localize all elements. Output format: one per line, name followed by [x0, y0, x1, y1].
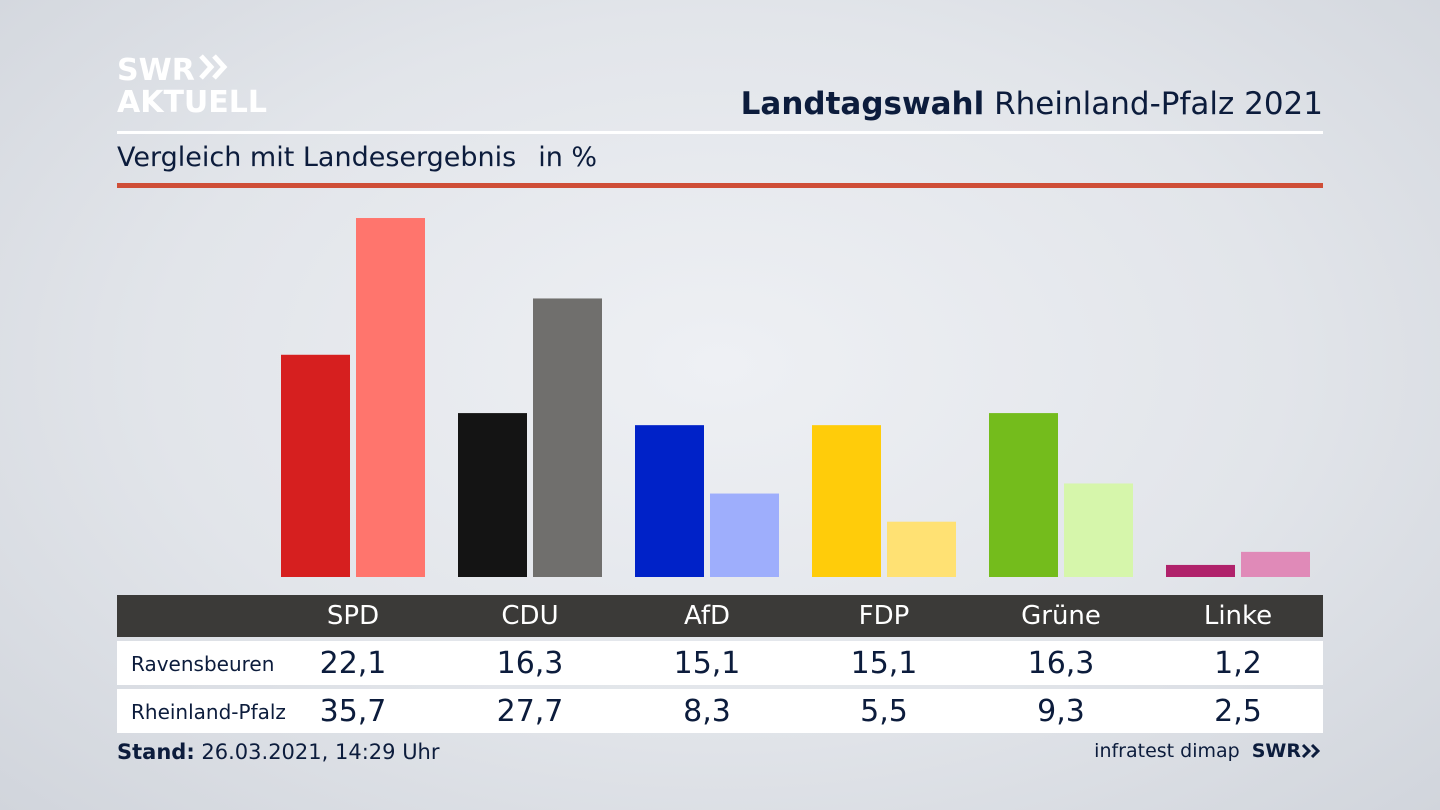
bar-grüne-state — [1064, 483, 1133, 577]
column-header-grüne: Grüne — [1021, 601, 1101, 631]
logo-line1: SWR — [117, 52, 195, 88]
unit-label: in % — [538, 142, 598, 173]
bar-spd-local — [281, 354, 350, 577]
bar-linke-state — [1241, 551, 1310, 577]
results-table: SPD CDU AfD FDP Grüne Linke Ravensbeuren 22,1… — [117, 595, 1323, 733]
swr-brand: SWR — [1252, 740, 1323, 762]
bar-spd-state — [356, 218, 425, 577]
column-header-cdu: CDU — [501, 601, 559, 631]
table-row: Rheinland-Pfalz 35,7 27,7 8,3 5,5 9,3 2,5 — [117, 689, 1323, 733]
bar-afd-state — [710, 493, 779, 577]
value-cell-grüne: 9,3 — [1037, 694, 1085, 729]
subtitle-text: Vergleich mit Landesergebnis — [117, 142, 517, 173]
bar-linke-local — [1166, 564, 1235, 577]
page-title: Landtagswahl Rheinland-Pfalz 2021 — [741, 86, 1323, 122]
table-header: SPD CDU AfD FDP Grüne Linke — [117, 595, 1323, 637]
value-cell-fdp: 5,5 — [860, 694, 908, 729]
bar-chart — [281, 218, 1310, 577]
bar-fdp-local — [812, 425, 881, 577]
stand-label: Stand: — [117, 740, 195, 764]
bar-cdu-state — [533, 298, 602, 577]
bar-afd-local — [635, 425, 704, 577]
value-cell-cdu: 27,7 — [496, 694, 564, 729]
value-cell-cdu: 16,3 — [496, 646, 564, 681]
brand-chevron-icon — [1301, 743, 1321, 759]
value-cell-afd: 15,1 — [673, 646, 741, 681]
title-bold: Landtagswahl — [740, 86, 985, 122]
table-row: Ravensbeuren 22,1 16,3 15,1 15,1 16,3 1,2 — [117, 641, 1323, 685]
double-chevron-icon — [198, 54, 231, 87]
title-rest: Rheinland-Pfalz 2021 — [994, 86, 1323, 122]
column-header-afd: AfD — [683, 601, 731, 631]
column-header-spd: SPD — [326, 601, 380, 631]
value-cell-spd: 22,1 — [319, 646, 387, 681]
source-text: infratest dimap — [1094, 740, 1240, 762]
row-label: Rheinland-Pfalz — [131, 700, 286, 724]
value-cell-spd: 35,7 — [319, 694, 387, 729]
bar-fdp-state — [887, 521, 956, 577]
row-label: Ravensbeuren — [131, 652, 275, 676]
title-divider — [117, 131, 1323, 134]
value-cell-linke: 1,2 — [1214, 646, 1262, 681]
value-cell-afd: 8,3 — [683, 694, 731, 729]
timestamp: Stand: 26.03.2021, 14:29 Uhr — [117, 740, 440, 764]
column-header-fdp: FDP — [858, 601, 910, 631]
logo-line2: AKTUELL — [117, 85, 268, 120]
source-credit: infratest dimap SWR — [1094, 740, 1323, 762]
value-cell-fdp: 15,1 — [850, 646, 918, 681]
accent-divider — [117, 183, 1323, 188]
brand-text: SWR — [1251, 740, 1301, 762]
chart-subtitle: Vergleich mit Landesergebnis in % — [117, 142, 597, 173]
stand-value: 26.03.2021, 14:29 Uhr — [201, 740, 440, 764]
bar-grüne-local — [989, 413, 1058, 577]
value-cell-grüne: 16,3 — [1027, 646, 1095, 681]
swr-aktuell-logo: SWR AKTUELL — [117, 54, 267, 119]
bar-cdu-local — [458, 413, 527, 577]
value-cell-linke: 2,5 — [1214, 694, 1262, 729]
column-header-linke: Linke — [1203, 601, 1273, 631]
